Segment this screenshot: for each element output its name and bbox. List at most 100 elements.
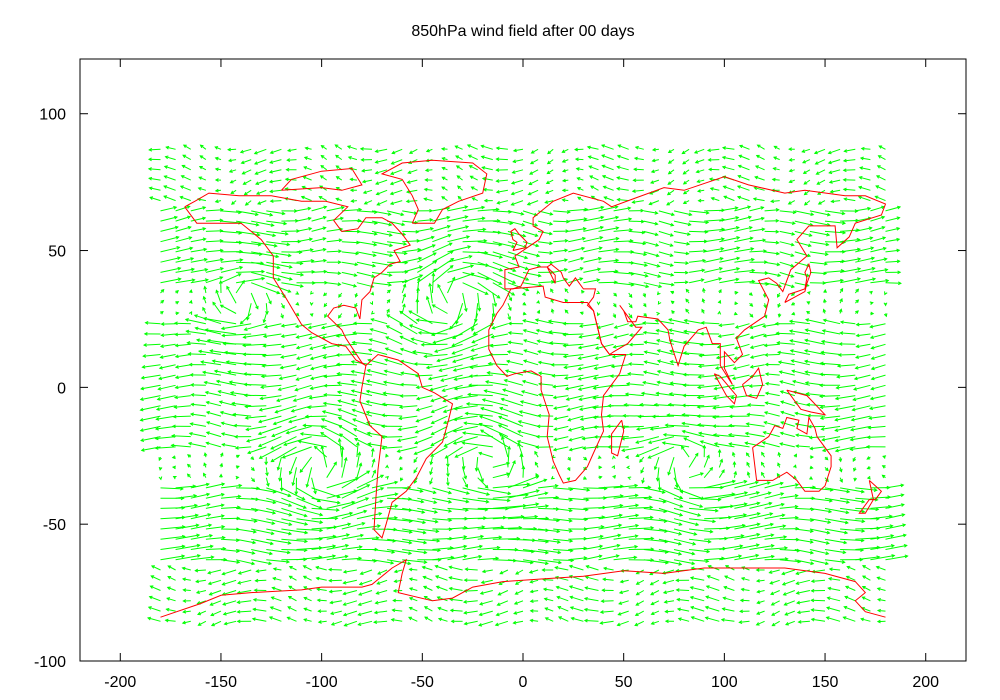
wind-vector bbox=[763, 303, 767, 309]
wind-vector bbox=[616, 620, 629, 627]
wind-vector bbox=[697, 198, 705, 203]
wind-vector bbox=[664, 423, 690, 428]
wind-vector bbox=[696, 384, 720, 390]
wind-vector bbox=[876, 587, 886, 591]
wind-vector bbox=[361, 168, 373, 173]
wind-vector bbox=[480, 429, 509, 448]
wind-vector bbox=[779, 210, 797, 215]
wind-vector bbox=[462, 216, 486, 222]
wind-vector bbox=[495, 610, 509, 617]
wind-vector bbox=[356, 462, 363, 478]
wind-vector bbox=[870, 354, 886, 360]
wind-vector bbox=[336, 390, 357, 397]
wind-vector bbox=[643, 210, 659, 215]
wind-vector bbox=[794, 559, 815, 566]
wind-vector bbox=[342, 600, 358, 606]
wind-vector bbox=[477, 467, 484, 483]
wind-vector bbox=[341, 271, 358, 277]
wind-vector bbox=[180, 175, 192, 181]
wind-vector bbox=[682, 159, 690, 165]
wind-vector bbox=[566, 467, 571, 472]
wind-vector bbox=[870, 257, 888, 263]
wind-vector bbox=[764, 381, 780, 386]
wind-vector bbox=[643, 538, 669, 544]
wind-vector bbox=[174, 343, 191, 348]
coastline-greenland bbox=[380, 159, 488, 224]
wind-vector bbox=[658, 261, 674, 267]
wind-vector bbox=[321, 410, 342, 417]
wind-vector bbox=[834, 425, 856, 432]
wind-vector bbox=[885, 503, 905, 509]
wind-vector bbox=[356, 261, 377, 268]
wind-vector bbox=[781, 579, 795, 586]
wind-vector bbox=[749, 302, 754, 307]
wind-vector bbox=[222, 341, 252, 346]
wind-vector bbox=[650, 179, 660, 184]
wind-vector bbox=[643, 487, 666, 494]
wind-vector bbox=[708, 167, 720, 172]
wind-vector bbox=[237, 579, 252, 585]
wind-vector bbox=[266, 497, 293, 507]
wind-vector bbox=[855, 206, 872, 212]
wind-vector bbox=[824, 467, 829, 472]
wind-vector bbox=[528, 179, 539, 186]
wind-vector bbox=[467, 154, 478, 161]
wind-vector bbox=[828, 567, 841, 572]
wind-vector bbox=[835, 384, 856, 390]
wind-vector bbox=[677, 617, 690, 622]
wind-vector bbox=[407, 169, 418, 174]
wind-vector bbox=[462, 271, 490, 281]
wind-vector bbox=[727, 432, 750, 438]
wind-vector bbox=[399, 323, 418, 335]
wind-vector bbox=[489, 343, 508, 348]
wind-vector bbox=[462, 292, 468, 313]
wind-vector bbox=[749, 323, 765, 330]
wind-vector bbox=[296, 546, 323, 550]
wind-vector bbox=[855, 333, 871, 338]
wind-vector bbox=[159, 343, 176, 349]
wind-vector bbox=[339, 433, 358, 448]
wind-vector bbox=[717, 299, 722, 304]
wind-vector bbox=[236, 619, 252, 624]
wind-vector bbox=[857, 185, 871, 191]
wind-vector bbox=[269, 148, 282, 154]
wind-vector bbox=[529, 618, 539, 623]
wind-vector bbox=[397, 425, 418, 432]
wind-vector bbox=[625, 382, 644, 386]
wind-vector bbox=[874, 195, 886, 202]
wind-vector bbox=[870, 534, 895, 540]
wind-vector bbox=[599, 610, 614, 614]
wind-vector bbox=[423, 197, 433, 202]
wind-vector bbox=[628, 352, 644, 357]
wind-vector bbox=[326, 238, 343, 243]
wind-vector bbox=[323, 383, 342, 388]
wind-vector bbox=[821, 329, 841, 335]
wind-vector bbox=[598, 258, 620, 263]
wind-vector bbox=[221, 333, 252, 338]
wind-vector bbox=[270, 436, 297, 450]
wind-vector bbox=[658, 518, 683, 526]
wind-vector bbox=[828, 169, 841, 175]
wind-vector bbox=[682, 200, 690, 204]
wind-vector bbox=[681, 445, 690, 458]
wind-vector bbox=[721, 155, 735, 161]
wind-vector bbox=[405, 199, 418, 204]
wind-vector bbox=[869, 290, 873, 295]
wind-vector bbox=[190, 247, 208, 253]
wind-vector bbox=[596, 312, 601, 317]
wind-vector bbox=[855, 487, 878, 492]
wind-vector bbox=[522, 301, 527, 306]
wind-vector bbox=[842, 168, 856, 173]
wind-vector bbox=[685, 298, 690, 304]
wind-vector bbox=[391, 148, 403, 155]
wind-vector bbox=[326, 249, 343, 254]
wind-vector bbox=[492, 261, 517, 272]
wind-vector bbox=[606, 424, 629, 429]
wind-vector bbox=[598, 475, 603, 480]
coastline-north-america bbox=[184, 192, 412, 366]
wind-vector bbox=[643, 518, 668, 523]
wind-vector bbox=[649, 579, 660, 586]
wind-vector bbox=[243, 189, 252, 196]
wind-vector bbox=[288, 456, 297, 476]
wind-vector bbox=[658, 241, 674, 247]
